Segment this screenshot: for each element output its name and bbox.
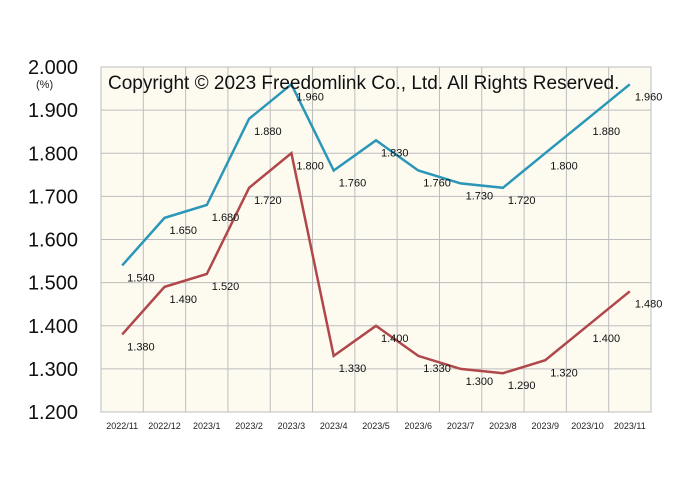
data-label: 1.400 (593, 333, 621, 345)
data-label: 1.960 (635, 91, 663, 103)
data-label: 1.730 (466, 190, 494, 202)
data-label: 1.830 (381, 147, 409, 159)
data-label: 1.540 (127, 272, 155, 284)
series-line-1 (121, 82, 631, 267)
x-tick-label: 2023/5 (362, 421, 390, 431)
data-label: 1.400 (381, 333, 409, 345)
x-tick-label: 2023/7 (447, 421, 475, 431)
x-tick-label: 2023/8 (489, 421, 517, 431)
x-tick-label: 2023/4 (320, 421, 348, 431)
data-label: 1.800 (296, 160, 324, 172)
y-tick-label: 1.400 (28, 316, 78, 338)
x-tick-label: 2023/3 (278, 421, 306, 431)
y-tick-label: 1.900 (28, 100, 78, 122)
data-label: 1.490 (169, 294, 197, 306)
data-label: 1.760 (423, 178, 451, 190)
x-tick-label: 2023/11 (614, 421, 646, 431)
data-label: 1.880 (593, 126, 621, 138)
y-tick-label: 1.300 (28, 359, 78, 381)
y-tick-label: 2.000 (28, 57, 78, 79)
series-lines (121, 82, 631, 375)
x-tick-label: 2022/12 (148, 421, 181, 431)
series-line-2 (121, 150, 631, 375)
data-label: 1.960 (296, 91, 324, 103)
data-label: 1.680 (212, 212, 240, 224)
data-label: 1.720 (254, 195, 282, 207)
data-labels: 1.540 1.650 1.680 1.880 1.960 1.760 1.830 1.760… (127, 91, 662, 392)
y-axis-ticks: 1.200 1.300 1.400 1.500 1.600 1.700 1.800 1.900… (28, 57, 78, 424)
copyright-text: Copyright © 2023 Freedomlink Co., Ltd. A… (108, 73, 619, 94)
y-tick-label: 1.200 (28, 402, 78, 424)
x-tick-label: 2023/6 (405, 421, 433, 431)
x-tick-label: 2023/10 (571, 421, 604, 431)
data-label: 1.480 (635, 298, 663, 310)
x-tick-label: 2023/9 (531, 421, 559, 431)
data-label: 1.320 (550, 367, 578, 379)
data-label: 1.720 (508, 195, 536, 207)
data-label: 1.330 (339, 363, 367, 375)
unit-label: (%) (36, 79, 53, 91)
data-label: 1.290 (508, 380, 536, 392)
data-label: 1.300 (466, 376, 494, 388)
data-label: 1.330 (423, 363, 451, 375)
grid-lines (100, 66, 652, 413)
y-tick-label: 1.500 (28, 273, 78, 295)
x-tick-label: 2023/2 (235, 421, 263, 431)
data-label: 1.760 (339, 178, 367, 190)
data-label: 1.380 (127, 341, 155, 353)
x-axis-ticks: 2022/11 2022/12 2023/1 2023/2 2023/3 2023/4 20… (106, 421, 646, 431)
y-tick-label: 1.800 (28, 143, 78, 165)
data-label: 1.800 (550, 160, 578, 172)
x-tick-label: 2022/11 (106, 421, 138, 431)
data-label: 1.650 (169, 225, 197, 237)
x-tick-label: 2023/1 (193, 421, 221, 431)
y-tick-label: 1.700 (28, 186, 78, 208)
y-tick-label: 1.600 (28, 230, 78, 252)
data-label: 1.520 (212, 281, 240, 293)
data-label: 1.880 (254, 126, 282, 138)
